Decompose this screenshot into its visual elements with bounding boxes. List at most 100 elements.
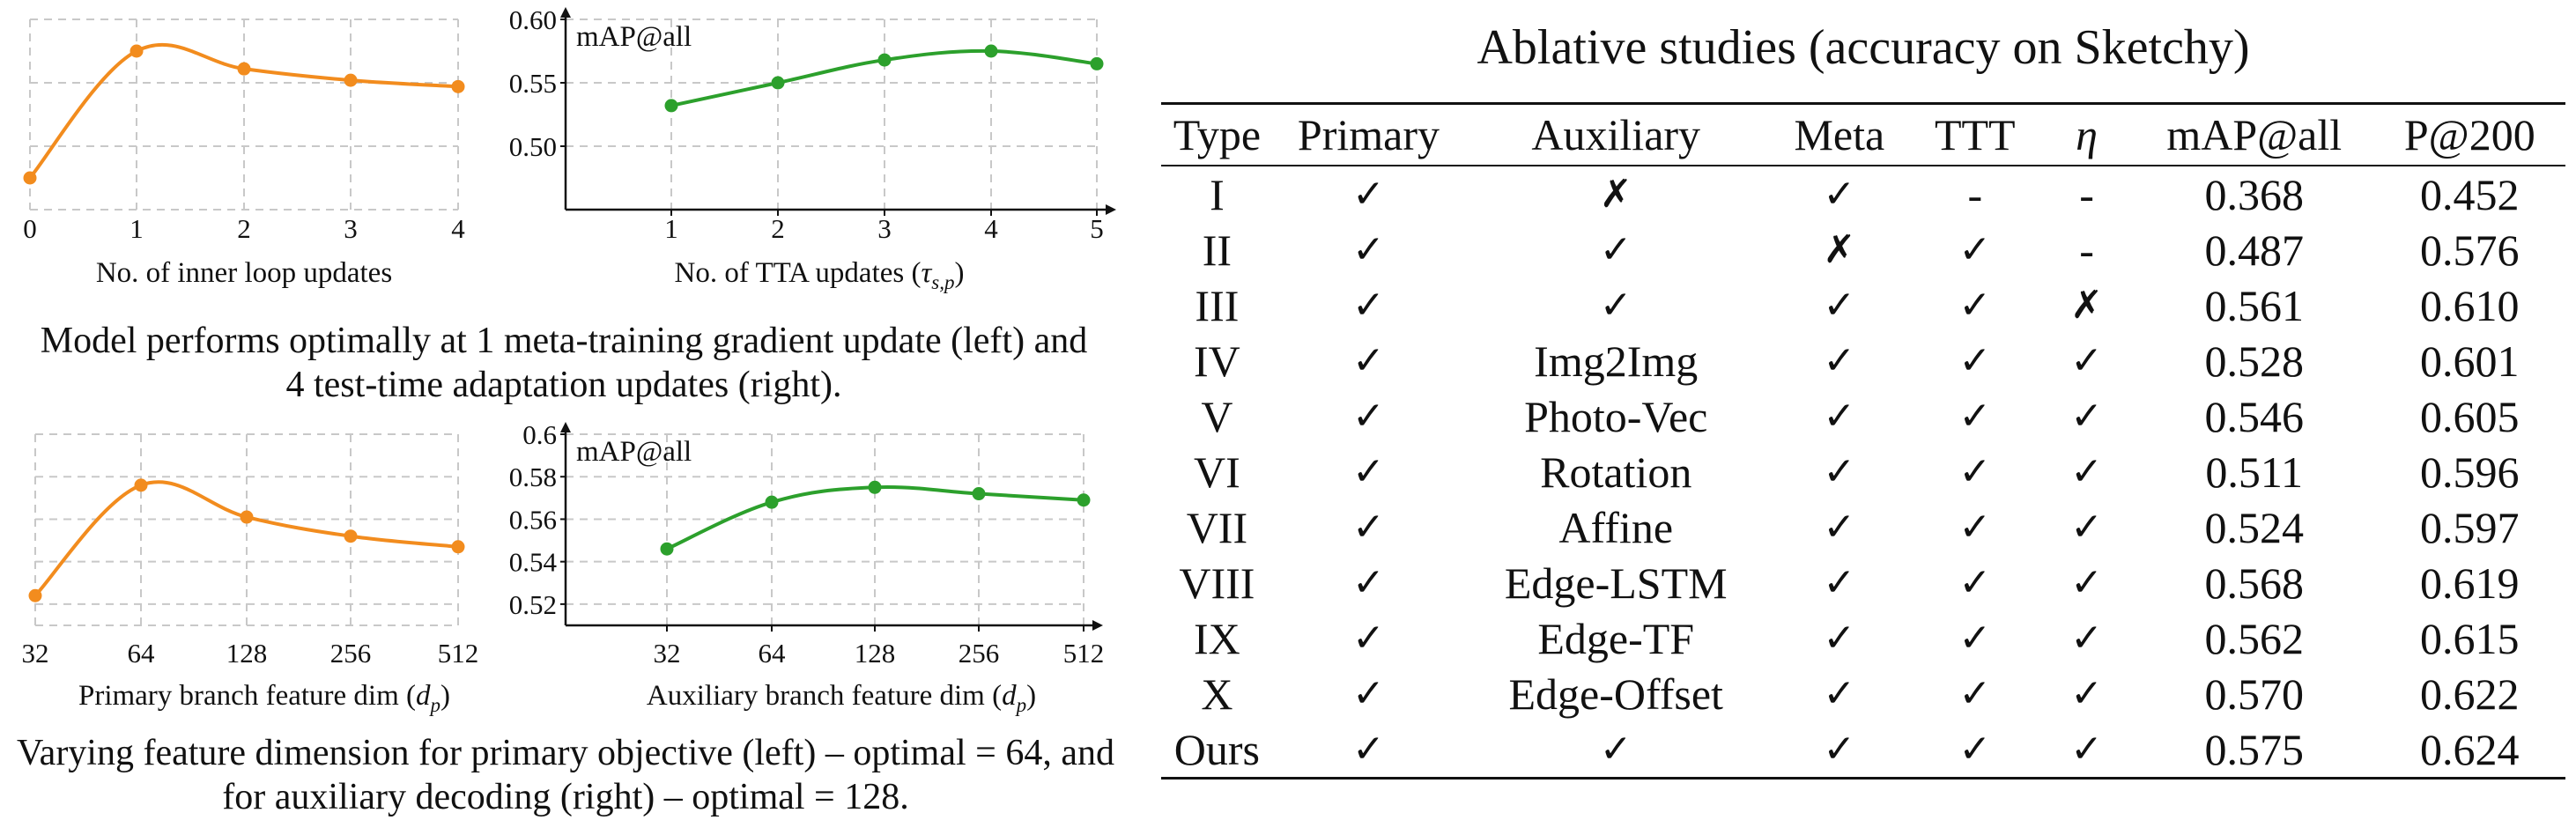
table-cell: X [1201,669,1233,719]
table-row: III ✓ ✓ ✓ ✓ ✗ 0.561 0.610 [1161,277,2565,333]
table-cell: ✓ [1823,616,1856,661]
table-cell: Edge-Offset [1508,669,1723,719]
x-axis-label: Primary branch feature dim (dp) [78,680,450,716]
x-tick-label: 32 [654,638,681,669]
table-cell: I [1210,169,1225,219]
table-cell: 0.561 [2204,280,2304,330]
table-cell: VIII [1179,558,1255,608]
table-cell: ✓ [1823,449,1856,494]
y-tick-label: 0.6 [522,419,557,450]
x-tick-label: 512 [438,638,479,669]
x-tick-label: 4 [451,213,465,244]
data-point [1077,493,1091,507]
y-tick-label: 0.50 [509,131,557,162]
table-cell: III [1195,280,1240,330]
data-point [984,44,998,58]
table-cell: ✓ [1823,338,1856,383]
table-cell: ✓ [1352,505,1385,550]
ablation-table: Type Primary Auxiliary Meta TTT η mAP@all P@200… [1161,102,2565,780]
caption-top: Model performs optimally at 1 meta-train… [40,321,1088,405]
data-point [664,99,678,113]
table-cell: ✓ [1823,671,1856,716]
data-point [771,76,785,90]
x-tick-label: 32 [22,638,49,669]
table-cell: - [2079,169,2094,219]
table-cell: ✓ [2070,394,2103,439]
table-cell: ✓ [1823,172,1856,217]
table-cell: IX [1194,613,1240,663]
x-axis-label: No. of TTA updates (τs,p) [675,257,965,293]
table-row: V ✓ Photo-Vec ✓ ✓ ✓ 0.546 0.605 [1161,388,2565,444]
y-axis-label: mAP@all [576,436,692,468]
x-tick-label: 128 [226,638,268,669]
y-tick-label: 0.55 [509,68,557,99]
table-cell: ✓ [1958,227,1992,272]
data-point [868,480,882,494]
table-cell: ✓ [1352,671,1385,716]
table-header-row: Type Primary Auxiliary Meta TTT η mAP@all P@200 [1161,103,2565,166]
table-cell: ✓ [1352,449,1385,494]
table-row: VI ✓ Rotation ✓ ✓ ✓ 0.511 0.596 [1161,444,2565,499]
table-cell: ✓ [1599,727,1632,772]
x-axis-label: Auxiliary branch feature dim (dp) [647,680,1036,716]
column-header: TTT [1934,110,2016,159]
table-cell: VI [1194,447,1240,497]
table-cell: ✓ [1352,560,1385,605]
table-cell: ✓ [1958,505,1992,550]
data-point [344,73,358,87]
table-cell: ✓ [1823,505,1856,550]
table-cell: ✓ [2070,560,2103,605]
x-axis-arrow [1092,620,1103,631]
table-cell: 0.601 [2420,336,2520,386]
data-point [1090,56,1104,70]
table-cell: 0.524 [2204,502,2304,552]
data-point [451,540,465,554]
ablation-table-panel: Ablative studies (accuracy on Sketchy) T… [1161,12,2565,780]
table-cell: ✓ [1823,394,1856,439]
table-cell: 0.452 [2420,169,2520,219]
table-cell: Img2Img [1534,336,1699,386]
x-tick-label: 64 [759,638,787,669]
table-cell: 0.528 [2204,336,2304,386]
table-cell: ✓ [1352,616,1385,661]
table-row: I ✓ ✗ ✓ - - 0.368 0.452 [1161,166,2565,222]
table-cell: 0.596 [2420,447,2520,497]
series-line [33,480,459,597]
table-cell: Edge-TF [1537,613,1695,663]
table-cell: ✗ [2070,283,2103,328]
table-cell: ✗ [1823,227,1856,272]
table-cell: ✓ [1958,283,1992,328]
line-charts: 0 1 2 3 4 No. of inner loop updates 0.50 0.55 0.… [22,4,1116,716]
data-point [28,588,42,602]
x-axis-arrow [1106,204,1116,215]
table-cell: 0.368 [2204,169,2304,219]
table-body: I ✓ ✗ ✓ - - 0.368 0.452 II ✓ ✓ ✗ ✓ - 0.487 0.576 III ✓ ✓ ✓ ✓… [1161,166,2565,779]
table-row: IV ✓ Img2Img ✓ ✓ ✓ 0.528 0.601 [1161,333,2565,388]
table-cell: 0.575 [2204,724,2304,774]
data-point [765,495,779,509]
table-cell: ✓ [2070,727,2103,772]
table-cell: ✓ [1823,560,1856,605]
x-tick-label: 1 [664,213,678,244]
caption-bottom: Varying feature dimension for primary ob… [17,733,1114,817]
data-point [130,44,144,58]
table-cell: ✗ [1599,172,1632,217]
x-axis-label: No. of inner loop updates [96,257,392,289]
y-tick-label: 0.60 [509,4,557,35]
table-cell: 0.605 [2420,391,2520,441]
table-cell: ✓ [1352,727,1385,772]
data-point [237,62,251,76]
table-cell: ✓ [2070,449,2103,494]
table-cell: 0.570 [2204,669,2304,719]
table-cell: 0.622 [2420,669,2520,719]
table-cell: Ours [1173,724,1260,774]
table-cell: ✓ [1823,727,1856,772]
table-cell: ✓ [1352,227,1385,272]
table-title: Ablative studies (accuracy on Sketchy) [1477,20,2250,75]
table-cell: Photo-Vec [1524,391,1708,441]
table-cell: ✓ [1958,394,1992,439]
table-cell: ✓ [2070,505,2103,550]
table-cell: IV [1194,336,1240,386]
table-cell: ✓ [2070,616,2103,661]
x-tick-label: 0 [23,213,37,244]
